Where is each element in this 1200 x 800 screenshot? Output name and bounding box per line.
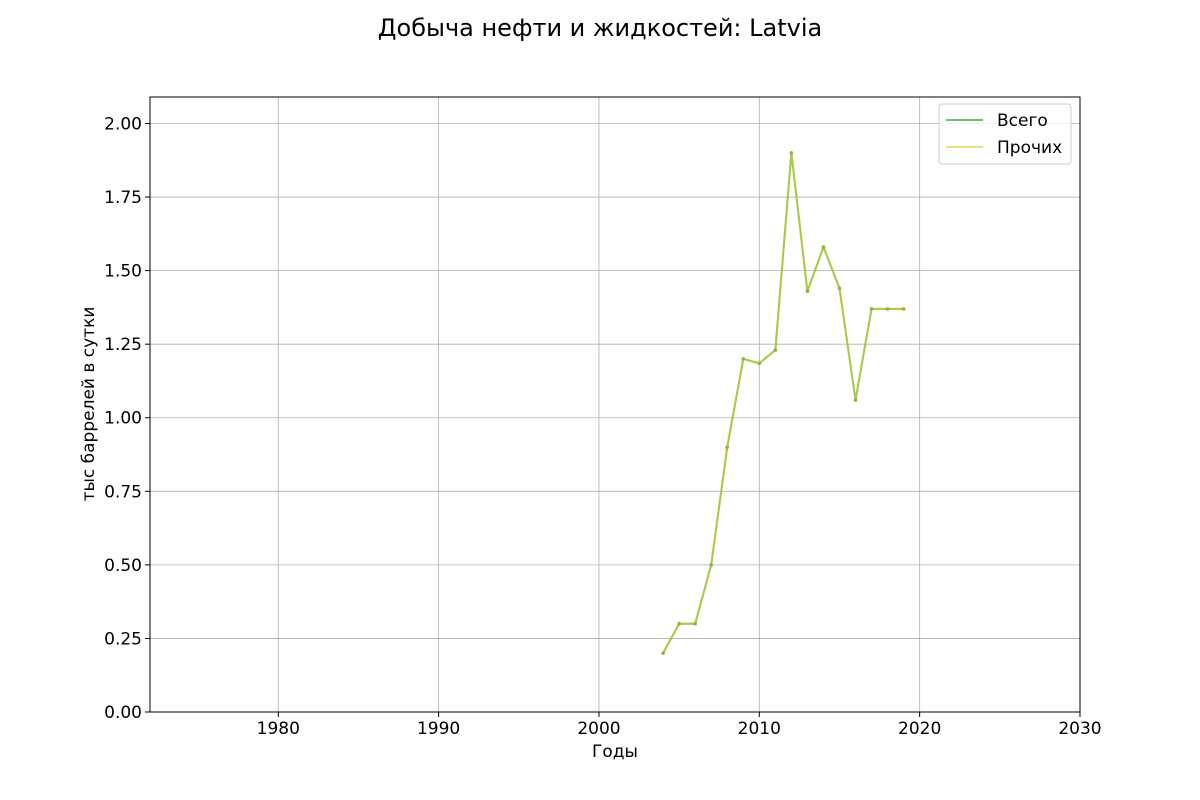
y-axis: 0.00 0.25 0.50 0.75 1.00 1.25 1.50 1.75 2.00 xyxy=(104,114,150,723)
data-point xyxy=(821,245,826,249)
x-tick-label: 2000 xyxy=(577,719,620,739)
y-tick-label: 1.00 xyxy=(104,409,142,429)
y-tick-label: 1.25 xyxy=(104,335,142,355)
grid xyxy=(150,97,1080,712)
data-point xyxy=(741,357,746,361)
data-point xyxy=(677,621,681,626)
x-tick-label: 2010 xyxy=(738,719,781,739)
y-tick-label: 1.75 xyxy=(104,188,142,208)
x-tick-label: 2020 xyxy=(898,719,941,739)
chart-title: Добыча нефти и жидкостей: Latvia xyxy=(378,14,822,42)
series-line-other xyxy=(662,151,904,654)
y-tick-label: 1.50 xyxy=(104,262,142,282)
data-point xyxy=(853,398,858,402)
data-point xyxy=(885,307,890,311)
data-point xyxy=(757,361,762,366)
data-point xyxy=(709,563,714,567)
y-tick-label: 2.00 xyxy=(104,114,142,134)
data-point xyxy=(837,286,842,291)
x-tick-label: 1980 xyxy=(257,719,300,739)
legend: Всего Прочих xyxy=(938,103,1072,165)
series-layer xyxy=(661,151,906,655)
x-tick-label: 1990 xyxy=(417,719,460,739)
data-point xyxy=(725,445,730,449)
data-point xyxy=(661,651,665,655)
y-tick-label: 0.00 xyxy=(104,703,142,723)
y-axis-label: тыс баррелей в сутки xyxy=(79,307,99,502)
y-tick-label: 0.25 xyxy=(104,629,142,649)
data-point xyxy=(869,307,874,311)
data-point xyxy=(901,307,906,311)
legend-label-other: Прочих xyxy=(997,138,1062,158)
data-point xyxy=(789,151,794,155)
plot-area-frame xyxy=(149,96,1081,713)
data-point xyxy=(805,289,810,294)
legend-label-total: Всего xyxy=(997,111,1048,131)
data-point xyxy=(693,621,697,626)
data-point xyxy=(773,348,778,352)
x-axis-label: Годы xyxy=(592,742,638,762)
series-line-total xyxy=(662,151,904,654)
x-axis: 1980 1990 2000 2010 2020 2030 xyxy=(257,712,1102,739)
y-tick-label: 0.75 xyxy=(104,482,142,502)
x-tick-label: 2030 xyxy=(1058,719,1101,739)
y-tick-label: 0.50 xyxy=(104,556,142,576)
